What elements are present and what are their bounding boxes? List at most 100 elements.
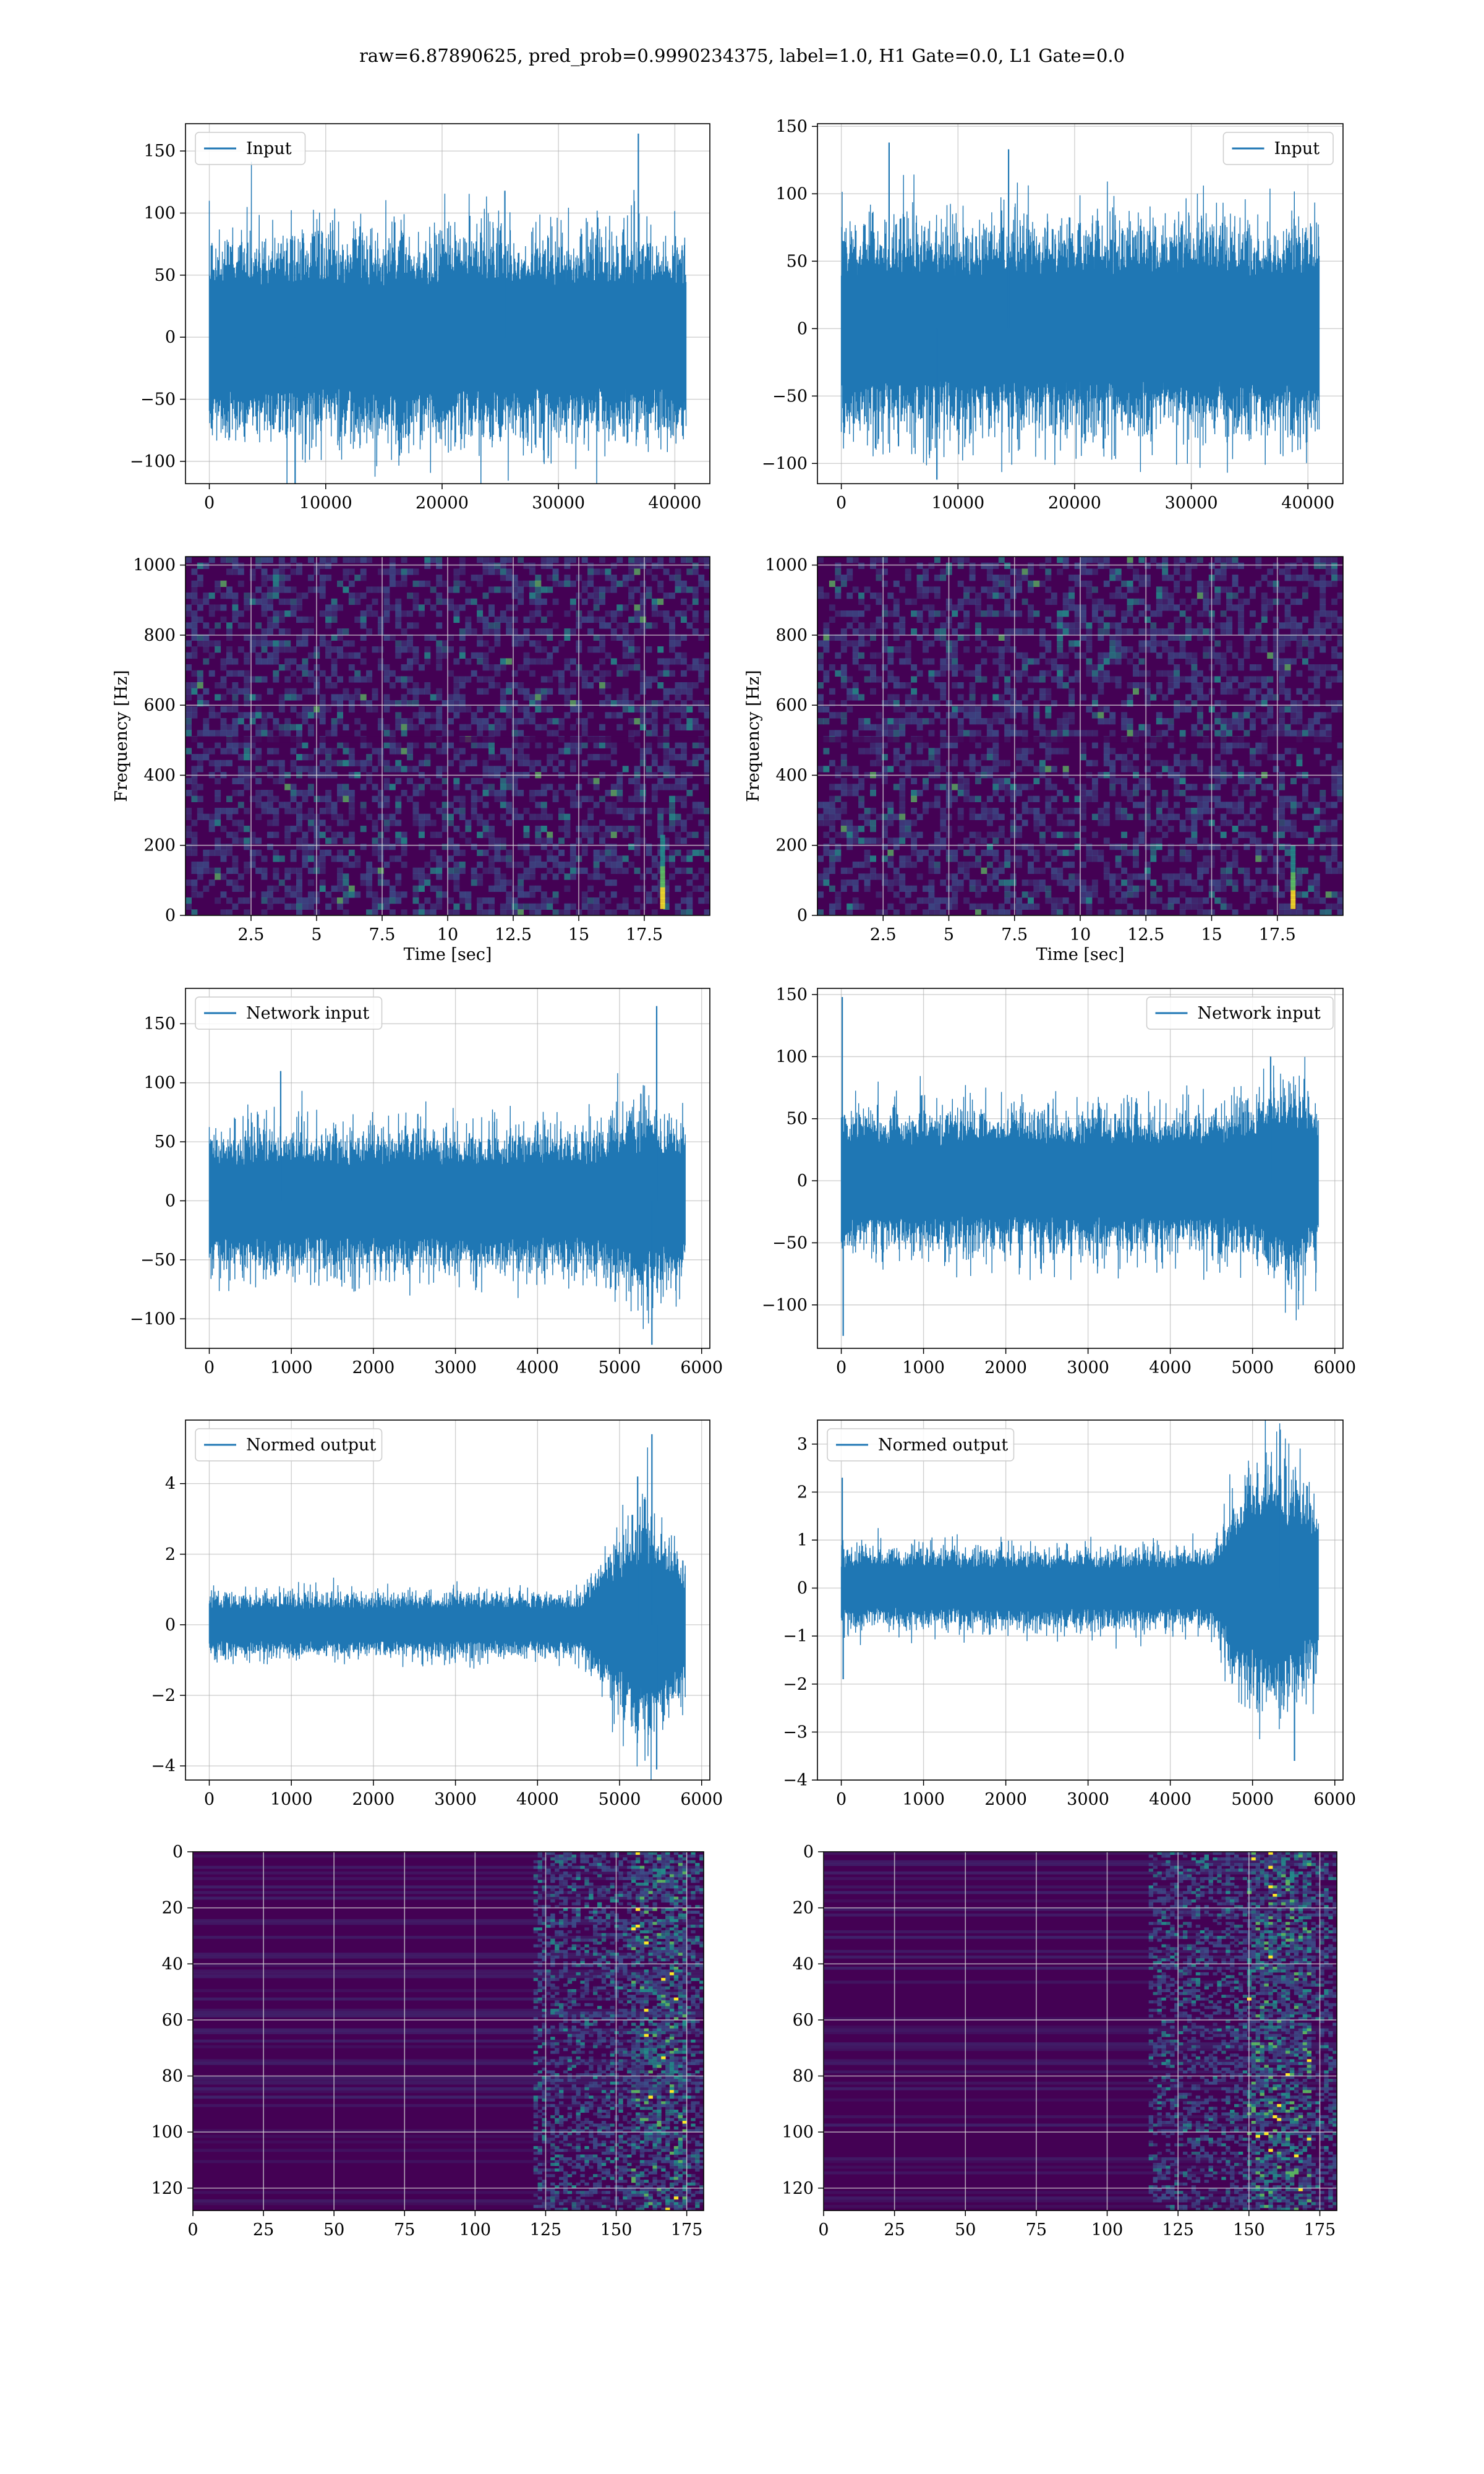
spectrogram-cell [249, 593, 256, 599]
spectrogram-cell [1220, 562, 1227, 569]
spectrogram-cell [1279, 891, 1286, 898]
spectrogram-cell [852, 628, 859, 635]
spectrogram-cell [817, 694, 824, 701]
spectrogram-cell [1203, 897, 1209, 904]
spectrogram-cell [905, 885, 911, 892]
spectrogram-cell [348, 706, 355, 713]
spectrogram-cell [244, 808, 250, 815]
spectrogram-cell [992, 760, 999, 766]
spectrogram-cell [482, 652, 489, 659]
spectrogram-cell [823, 849, 830, 856]
spectrogram-cell [1284, 593, 1291, 599]
spectrogram-cell [669, 634, 675, 641]
spectrogram-cell [928, 844, 935, 850]
spectrogram-cell [1109, 622, 1116, 629]
spectrogram-cell [1133, 688, 1139, 695]
spectrogram-cell [957, 867, 964, 874]
spectrogram-cell [1220, 831, 1227, 838]
spectrogram-cell [686, 790, 693, 797]
spectrogram-cell [651, 873, 658, 880]
spectrogram-cell [1191, 562, 1198, 569]
spectrogram-cell [383, 586, 390, 593]
spectrogram-cell [852, 688, 859, 695]
spectrogram-cell [197, 873, 203, 880]
spectrogram-cell [1325, 820, 1332, 826]
spectrogram-cell [858, 777, 865, 784]
spectrogram-cell [319, 640, 326, 647]
spectrogram-cell [1320, 724, 1326, 730]
spectrogram-cell [858, 748, 865, 755]
spectrogram-cell [1010, 568, 1017, 575]
spectrogram-cell [511, 628, 518, 635]
spectrogram-cell [500, 873, 506, 880]
spectrogram-cell [448, 604, 454, 611]
spectrogram-cell [646, 808, 652, 815]
spectrogram-cell [407, 777, 413, 784]
spectrogram-cell [1249, 664, 1256, 671]
spectrogram-cell [1028, 862, 1034, 868]
spectrogram-cell [186, 593, 192, 599]
spectrogram-cell [1337, 777, 1343, 784]
spectrogram-cell [622, 670, 629, 677]
spectrogram-cell [1308, 909, 1315, 915]
spectrogram-cell [1062, 748, 1069, 755]
spectrogram-cell [911, 676, 918, 683]
spectrogram-cell [858, 628, 865, 635]
y-tick-label: 0 [165, 906, 176, 925]
spectrogram-cell [348, 795, 355, 802]
spectrogram-cell [817, 813, 824, 820]
spectrogram-cell [1028, 784, 1034, 790]
spectrogram-cell [1308, 724, 1315, 730]
spectrogram-cell [852, 586, 859, 593]
spectrogram-cell [581, 844, 588, 850]
spectrogram-cell [1185, 575, 1192, 581]
spectrogram-cell [864, 849, 871, 856]
spectrogram-cell [1220, 718, 1227, 725]
spectrogram-cell [389, 580, 396, 587]
spectrogram-cell [407, 664, 413, 671]
spectrogram-cell [453, 795, 460, 802]
spectrogram-cell [1021, 598, 1028, 605]
spectrogram-cell [436, 694, 443, 701]
spectrogram-cell [1068, 849, 1075, 856]
spectrogram-cell [986, 730, 993, 737]
spectrogram-cell [587, 670, 594, 677]
spectrogram-cell [197, 694, 203, 701]
spectrogram-cell [1220, 873, 1227, 880]
spectrogram-cell [1284, 724, 1291, 730]
spectrogram-cell [657, 682, 664, 689]
spectrogram-cell [488, 586, 495, 593]
spectrogram-cell [1167, 682, 1174, 689]
spectrogram-cell [377, 795, 384, 802]
spectrogram-cell [870, 670, 876, 677]
spectrogram-cell [1279, 873, 1286, 880]
spectrogram-cell [430, 831, 437, 838]
spectrogram-cell [296, 634, 302, 641]
spectrogram-cell [1109, 610, 1116, 617]
spectrogram-cell [506, 604, 513, 611]
spectrogram-cell [1331, 777, 1338, 784]
spectrogram-cell [1279, 777, 1286, 784]
spectrogram-cell [424, 634, 431, 641]
spectrogram-cell [1220, 802, 1227, 808]
spectrogram-cell [1103, 676, 1110, 683]
spectrogram-cell [622, 688, 629, 695]
spectrogram-cell [1098, 688, 1104, 695]
spectrogram-cell [692, 873, 699, 880]
spectrogram-cell [383, 777, 390, 784]
spectrogram-cell [893, 694, 900, 701]
spectrogram-cell [1191, 784, 1198, 790]
spectrogram-cell [1179, 867, 1186, 874]
spectrogram-cell [535, 575, 542, 581]
spectrogram-cell [220, 658, 227, 665]
spectrogram-cell [675, 867, 681, 874]
spectrogram-cell [372, 820, 378, 826]
spectrogram-cell [249, 855, 256, 862]
spectrogram-cell [278, 730, 285, 737]
spectrogram-cell [197, 640, 203, 647]
spectrogram-cell [928, 862, 935, 868]
spectrogram-cell [360, 658, 367, 665]
spectrogram-cell [1156, 688, 1162, 695]
spectrogram-cell [383, 826, 390, 833]
spectrogram-cell [887, 724, 894, 730]
